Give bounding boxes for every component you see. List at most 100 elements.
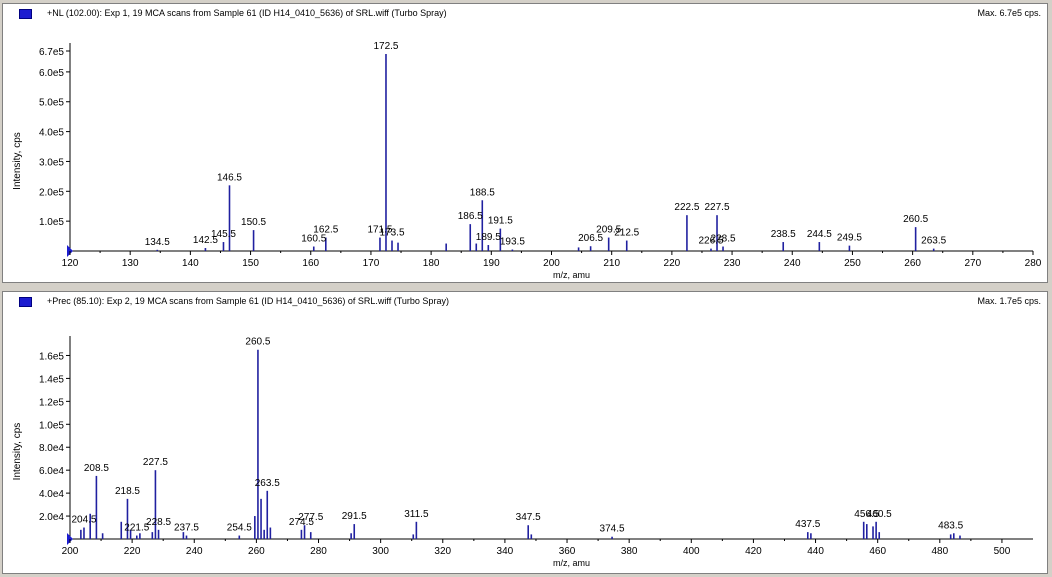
peak-label: 193.5 bbox=[500, 237, 525, 248]
y-tick-label: 4.0e4 bbox=[39, 489, 64, 500]
peak-label: 218.5 bbox=[115, 486, 140, 497]
peak-label: 226.5 bbox=[698, 236, 723, 247]
x-tick-label: 480 bbox=[931, 546, 948, 557]
y-tick-label: 6.7e5 bbox=[39, 47, 64, 58]
peak-label: 209.5 bbox=[596, 225, 621, 236]
x-tick-label: 420 bbox=[745, 546, 762, 557]
peak-label: 134.5 bbox=[145, 237, 170, 248]
x-tick-label: 230 bbox=[724, 258, 741, 269]
x-tick-label: 380 bbox=[621, 546, 638, 557]
spectrum-chart-bottom[interactable]: 200 220 240 260 280 300 320 340 360 380 400 420 440 4… bbox=[3, 292, 1047, 573]
peak-label: 162.5 bbox=[313, 225, 338, 236]
y-tick-label: 1.4e5 bbox=[39, 374, 64, 385]
peak-label: 172.5 bbox=[373, 41, 398, 52]
peak-label: 191.5 bbox=[488, 216, 513, 227]
peak-label: 186.5 bbox=[458, 211, 483, 222]
peak-label: 142.5 bbox=[193, 235, 218, 246]
x-axis-title: m/z, amu bbox=[553, 558, 590, 568]
peak-label: 150.5 bbox=[241, 217, 266, 228]
x-tick-label: 140 bbox=[182, 258, 199, 269]
y-axis-title: Intensity, cps bbox=[12, 132, 23, 190]
peak-label: 204.5 bbox=[71, 515, 96, 526]
x-tick-label: 320 bbox=[434, 546, 451, 557]
trace-color-icon bbox=[19, 9, 32, 19]
spectrum-panel-top[interactable]: +NL (102.00): Exp 1, 19 MCA scans from S… bbox=[2, 3, 1048, 283]
x-tick-label: 200 bbox=[543, 258, 560, 269]
peak-label: 189.5 bbox=[476, 232, 501, 243]
x-tick-label: 160 bbox=[302, 258, 319, 269]
panel-header: +NL (102.00): Exp 1, 19 MCA scans from S… bbox=[3, 4, 1047, 26]
peak-label: 347.5 bbox=[516, 512, 541, 523]
peak-label: 212.5 bbox=[614, 228, 639, 239]
y-tick-label: 4.0e5 bbox=[39, 128, 64, 139]
x-axis-title: m/z, amu bbox=[553, 270, 590, 280]
peak-label: 249.5 bbox=[837, 233, 862, 244]
panel-title: +NL (102.00): Exp 1, 19 MCA scans from S… bbox=[47, 8, 447, 18]
x-tick-label: 190 bbox=[483, 258, 500, 269]
max-intensity-label: Max. 1.7e5 cps. bbox=[977, 296, 1041, 306]
y-tick-label: 6.0e4 bbox=[39, 466, 64, 477]
y-tick-label: 1.0e5 bbox=[39, 420, 64, 431]
x-tick-label: 120 bbox=[62, 258, 79, 269]
y-tick-label: 6.0e5 bbox=[39, 68, 64, 79]
peak-label: 291.5 bbox=[342, 511, 367, 522]
peak-label: 311.5 bbox=[404, 509, 429, 520]
x-tick-label: 220 bbox=[664, 258, 681, 269]
x-tick-label: 240 bbox=[784, 258, 801, 269]
y-tick-label: 8.0e4 bbox=[39, 443, 64, 454]
peak-label: 260.5 bbox=[245, 337, 270, 348]
y-axis-title: Intensity, cps bbox=[12, 423, 23, 481]
peak-label: 238.5 bbox=[771, 229, 796, 240]
peak-label: 227.5 bbox=[143, 457, 168, 468]
peak-label: 222.5 bbox=[674, 202, 699, 213]
x-tick-label: 270 bbox=[964, 258, 981, 269]
spectrum-chart-top[interactable]: 120 130 140 150 160 170 180 190 200 210 220 230 240 2… bbox=[3, 4, 1047, 282]
peak-label: 244.5 bbox=[807, 229, 832, 240]
x-tick-label: 280 bbox=[1025, 258, 1042, 269]
y-tick-label: 2.0e5 bbox=[39, 187, 64, 198]
peak-label: 146.5 bbox=[217, 172, 242, 183]
peak-label: 228.5 bbox=[711, 234, 736, 245]
x-tick-label: 260 bbox=[248, 546, 265, 557]
peak-label: 171.5 bbox=[367, 225, 392, 236]
x-tick-label: 500 bbox=[994, 546, 1011, 557]
peak-label: 437.5 bbox=[795, 519, 820, 530]
y-tick-label: 3.0e5 bbox=[39, 157, 64, 168]
x-tick-label: 130 bbox=[122, 258, 139, 269]
panel-header: +Prec (85.10): Exp 2, 19 MCA scans from … bbox=[3, 292, 1047, 314]
peak-label: 145.5 bbox=[211, 229, 236, 240]
peak-label: 227.5 bbox=[705, 202, 730, 213]
max-intensity-label: Max. 6.7e5 cps. bbox=[977, 8, 1041, 18]
x-tick-label: 170 bbox=[363, 258, 380, 269]
panel-title: +Prec (85.10): Exp 2, 19 MCA scans from … bbox=[47, 296, 449, 306]
peak-label: 228.5 bbox=[146, 517, 171, 528]
x-tick-label: 240 bbox=[186, 546, 203, 557]
y-tick-label: 1.0e5 bbox=[39, 217, 64, 228]
x-tick-label: 280 bbox=[310, 546, 327, 557]
peak-label: 173.5 bbox=[379, 228, 404, 239]
peak-label: 260.5 bbox=[903, 214, 928, 225]
x-tick-label: 180 bbox=[423, 258, 440, 269]
peak-label: 263.5 bbox=[921, 236, 946, 247]
peak-label: 274.5 bbox=[289, 517, 314, 528]
x-tick-label: 220 bbox=[124, 546, 141, 557]
peak-label: 208.5 bbox=[84, 463, 109, 474]
trace-color-icon bbox=[19, 297, 32, 307]
y-tick-label: 1.2e5 bbox=[39, 397, 64, 408]
x-tick-label: 150 bbox=[242, 258, 259, 269]
y-tick-label: 1.6e5 bbox=[39, 351, 64, 362]
peak-label: 460.5 bbox=[867, 509, 892, 520]
x-tick-label: 300 bbox=[372, 546, 389, 557]
x-tick-label: 260 bbox=[904, 258, 921, 269]
spectrum-panel-bottom[interactable]: +Prec (85.10): Exp 2, 19 MCA scans from … bbox=[2, 291, 1048, 574]
peak-label: 254.5 bbox=[227, 523, 252, 534]
peak-label: 221.5 bbox=[124, 523, 149, 534]
peak-label: 374.5 bbox=[600, 524, 625, 535]
x-tick-label: 250 bbox=[844, 258, 861, 269]
x-tick-label: 200 bbox=[62, 546, 79, 557]
peak-label: 263.5 bbox=[255, 478, 280, 489]
y-tick-label: 5.0e5 bbox=[39, 98, 64, 109]
peak-label: 277.5 bbox=[298, 512, 323, 523]
peak-label: 483.5 bbox=[938, 520, 963, 531]
peak-label: 206.5 bbox=[578, 233, 603, 244]
